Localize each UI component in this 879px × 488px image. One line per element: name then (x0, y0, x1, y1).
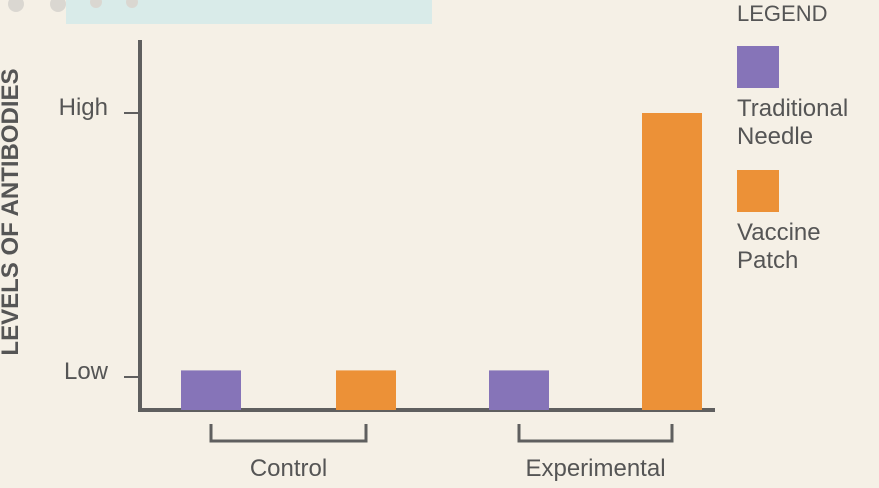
y-tick-label-0: High (59, 94, 108, 121)
bar-0-1 (336, 370, 396, 410)
top-decorative-circle-1 (8, 0, 24, 12)
group-bracket-1 (517, 424, 674, 443)
legend-label-1-0: Vaccine (737, 219, 821, 246)
legend-label-0-0: Traditional (737, 95, 848, 122)
y-axis-ticks: High Low (59, 94, 140, 385)
top-decorative-circle-3 (90, 0, 102, 8)
group-brackets: Control Experimental (209, 424, 674, 482)
legend-label-1-1: Patch (737, 247, 798, 274)
bar-1-0 (489, 370, 549, 410)
top-decorative-circle-4 (126, 0, 138, 8)
y-axis-label: LEVELS OF ANTIBODIES (0, 68, 24, 355)
top-decorative-circle-2 (50, 0, 66, 12)
legend-label-0-1: Needle (737, 123, 813, 150)
group-bracket-0 (209, 424, 368, 443)
group-label-0: Control (250, 455, 327, 482)
bar-1-1 (642, 113, 702, 410)
top-decorative-strip (66, 0, 432, 24)
chart-axes (138, 40, 715, 412)
y-tick-label-1: Low (64, 358, 109, 385)
bar-series (181, 113, 702, 410)
bar-0-0 (181, 370, 241, 410)
legend-title: LEGEND (737, 1, 827, 26)
legend-swatch-1 (737, 170, 779, 212)
group-label-1: Experimental (525, 455, 665, 482)
legend-swatch-0 (737, 46, 779, 88)
